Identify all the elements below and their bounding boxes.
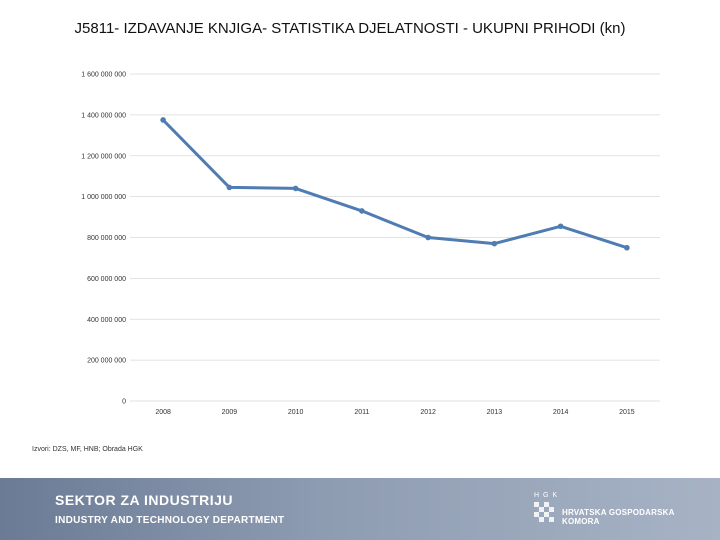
- series-line: [162, 118, 628, 250]
- x-tick-label: 2010: [288, 409, 304, 416]
- y-axis-ticks: 1 600 000 000 1 400 000 000 1 200 000 000 1…: [81, 72, 126, 406]
- series-line-path: [162, 118, 628, 250]
- grid-lines: [130, 73, 660, 402]
- department-name-english: INDUSTRY AND TECHNOLOGY DEPARTMENT: [55, 515, 285, 526]
- data-point: [359, 208, 365, 214]
- data-point: [425, 234, 431, 241]
- y-tick-label: 600 000 000: [87, 276, 126, 283]
- data-point: [491, 240, 498, 247]
- data-point: [226, 184, 233, 191]
- y-tick-label: 1 400 000 000: [81, 112, 126, 119]
- x-tick-label: 2013: [487, 409, 503, 416]
- y-tick-label: 200 000 000: [87, 358, 126, 365]
- logo-letters: HGK: [534, 492, 562, 499]
- chart-title: J5811- IZDAVANJE KNJIGA- STATISTIKA DJEL…: [74, 20, 626, 37]
- x-tick-label: 2011: [354, 409, 369, 416]
- x-tick-label: 2008: [155, 409, 171, 416]
- x-tick-label: 2009: [222, 409, 238, 416]
- data-point: [557, 223, 564, 230]
- x-tick-label: 2012: [420, 409, 436, 416]
- footer-banner: SEKTOR ZA INDUSTRIJU INDUSTRY AND TECHNO…: [0, 478, 720, 540]
- y-tick-label: 800 000 000: [87, 235, 126, 242]
- x-axis-ticks: 2008 2009 2010 2011 2012 2013 2014 2015: [155, 409, 634, 416]
- series-points: [160, 117, 630, 251]
- data-point: [160, 117, 166, 123]
- hgk-logo: HGK HRVATSKA GOSPODARSKA KOMORA: [532, 492, 702, 532]
- x-tick-label: 2014: [553, 409, 569, 416]
- y-tick-label: 0: [122, 399, 126, 406]
- y-tick-label: 1 000 000 000: [81, 194, 126, 201]
- department-name: SEKTOR ZA INDUSTRIJU: [55, 492, 234, 508]
- line-chart: 1 600 000 000 1 400 000 000 1 200 000 000 1…: [81, 72, 660, 416]
- logo-text: HRVATSKA GOSPODARSKA KOMORA: [562, 508, 675, 526]
- checkerboard-emblem-icon: [534, 502, 554, 522]
- data-point: [624, 244, 630, 251]
- data-point: [292, 185, 299, 192]
- y-tick-label: 400 000 000: [87, 317, 126, 324]
- x-tick-label: 2015: [619, 409, 635, 416]
- y-tick-label: 1 600 000 000: [81, 72, 126, 79]
- y-tick-label: 1 200 000 000: [81, 153, 126, 160]
- source-note: Izvori: DZS, MF, HNB; Obrada HGK: [32, 446, 143, 453]
